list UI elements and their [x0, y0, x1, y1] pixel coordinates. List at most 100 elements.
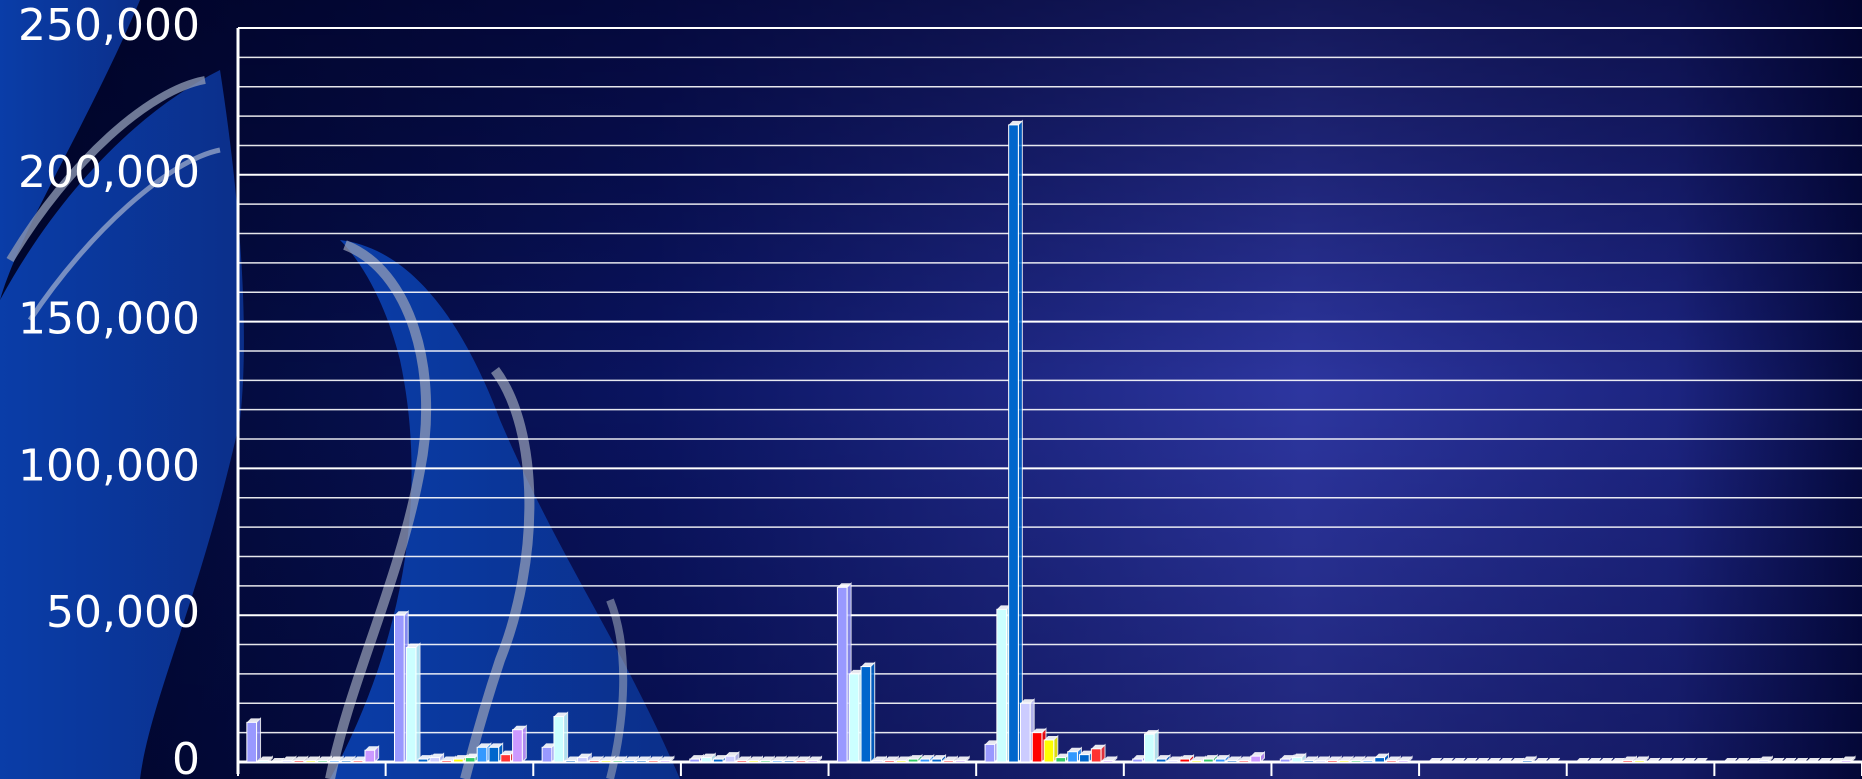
bar: [500, 754, 511, 763]
bar-top: [1427, 758, 1442, 762]
bar: [795, 760, 807, 763]
bar-top: [406, 643, 420, 648]
bar-top: [258, 756, 273, 761]
bar-top: [394, 611, 409, 616]
bar: [1090, 748, 1102, 763]
bar: [393, 614, 405, 763]
bar: [1079, 754, 1090, 763]
bar-top: [1794, 758, 1808, 762]
bar-top: [1770, 758, 1785, 762]
bar: [577, 757, 588, 763]
bar: [1386, 760, 1397, 763]
bar: [1350, 760, 1362, 763]
bar: [984, 743, 996, 763]
bar: [1250, 755, 1261, 763]
bar: [305, 760, 317, 763]
bar-top: [577, 753, 592, 758]
bar-top: [294, 756, 308, 761]
bar: [712, 758, 724, 763]
bar-top: [931, 755, 946, 760]
bar-top: [884, 756, 899, 761]
bar-top: [565, 756, 580, 761]
bar: [1758, 760, 1769, 763]
bar-top: [1487, 758, 1501, 762]
bar: [588, 760, 600, 763]
bar-top: [317, 756, 332, 761]
bar: [565, 760, 576, 763]
bar: [919, 758, 931, 763]
bar-top: [1723, 758, 1737, 762]
bar: [943, 760, 954, 763]
bar-top: [737, 756, 751, 761]
bar-top: [1758, 756, 1773, 761]
bar-top: [1091, 744, 1106, 749]
bar-top: [1510, 758, 1525, 762]
bar: [293, 760, 305, 763]
bar-top: [748, 756, 763, 761]
bar: [1203, 758, 1214, 763]
bar-top: [1746, 758, 1761, 762]
y-tick-label: 150,000: [18, 294, 200, 345]
bar-side: [521, 724, 527, 764]
bar: [1521, 760, 1533, 763]
bar-top: [725, 752, 739, 757]
bar: [352, 760, 364, 763]
bar: [553, 715, 565, 763]
bar-top: [1215, 755, 1230, 760]
bar: [453, 758, 464, 763]
bar-top: [1339, 756, 1354, 761]
bar: [317, 760, 328, 763]
bar: [1397, 760, 1409, 763]
bar: [701, 757, 712, 763]
bar: [1132, 758, 1143, 763]
bar: [512, 729, 523, 763]
y-tick-label: 250,000: [18, 0, 200, 51]
bar: [1327, 760, 1338, 763]
bar-top: [1463, 758, 1478, 762]
bar-top: [1374, 753, 1389, 758]
bar: [955, 760, 966, 763]
bar-top: [553, 712, 568, 717]
bar-top: [1817, 758, 1832, 762]
bar: [624, 760, 635, 763]
bar: [281, 760, 293, 763]
bar-top: [418, 755, 432, 760]
bar: [476, 746, 488, 763]
bar-top: [1079, 750, 1094, 755]
bar-top: [1132, 755, 1147, 760]
bar-top: [246, 718, 261, 723]
bar: [1303, 760, 1315, 763]
bar: [1055, 757, 1067, 763]
bar: [464, 757, 476, 763]
bar-top: [1611, 758, 1625, 762]
bar: [329, 760, 340, 763]
bar-top: [1008, 120, 1023, 125]
bar: [931, 758, 943, 763]
bar-top: [1534, 758, 1548, 762]
bar-top: [760, 756, 775, 761]
bar: [724, 755, 736, 763]
bar-top: [1451, 758, 1466, 762]
bar-top: [689, 755, 704, 760]
bar-top: [796, 756, 810, 761]
bar: [612, 760, 624, 763]
bar-top: [1782, 758, 1796, 762]
bar: [860, 666, 872, 763]
bar: [1238, 760, 1250, 763]
bar: [689, 758, 700, 763]
bar-top: [1587, 758, 1602, 762]
bar-top: [872, 756, 887, 761]
bar-top: [996, 605, 1011, 610]
bar: [541, 746, 553, 763]
bar: [884, 760, 895, 763]
bar-top: [772, 756, 787, 761]
bar: [907, 758, 919, 763]
bar: [996, 608, 1008, 763]
bar-top: [1044, 735, 1058, 740]
bar-top: [636, 756, 651, 761]
bar-top: [453, 755, 468, 760]
bar-top: [1575, 758, 1590, 762]
bar: [1634, 760, 1645, 763]
bar-top: [1398, 756, 1413, 761]
